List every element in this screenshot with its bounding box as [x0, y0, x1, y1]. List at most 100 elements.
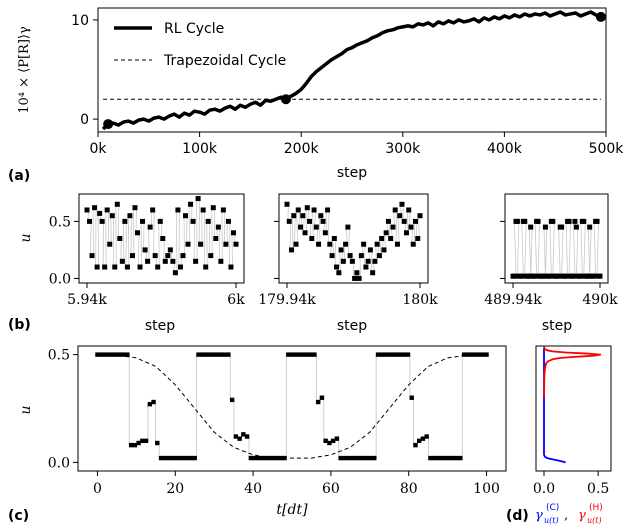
data-point	[122, 218, 128, 224]
data-point	[357, 455, 362, 461]
data-point	[195, 196, 201, 202]
data-point	[450, 455, 456, 461]
data-point	[594, 218, 600, 224]
panel-b3-plot	[510, 218, 603, 279]
data-point	[566, 218, 572, 224]
data-point	[325, 207, 331, 213]
data-point	[182, 213, 188, 219]
data-point	[203, 264, 209, 270]
x-tick-label-3: 60	[322, 481, 340, 497]
data-point	[424, 434, 429, 439]
panel-b-ylabel: u	[18, 233, 34, 242]
data-point	[147, 401, 153, 407]
data-point	[298, 224, 304, 230]
data-point	[213, 236, 219, 241]
data-point	[128, 442, 134, 448]
connector	[415, 221, 418, 239]
data-point	[185, 455, 190, 461]
data-point	[345, 224, 351, 230]
connector	[545, 227, 548, 277]
panel-a-legend: RL Cycle Trapezoidal Cycle	[114, 21, 286, 69]
panel-a-x-ticks: 0k 100k 200k 300k 400k 500k	[89, 132, 624, 157]
data-point	[338, 455, 343, 461]
data-point	[244, 434, 250, 439]
x-tick-label-5: 100	[473, 481, 500, 497]
data-point	[439, 455, 444, 461]
data-point	[535, 218, 541, 224]
connector	[318, 215, 321, 245]
panel-d-xlabel: γ u(t) (C) , γ u(t) (H)	[535, 503, 603, 525]
connector	[375, 244, 377, 262]
connector	[303, 215, 305, 233]
data-point	[304, 352, 310, 357]
data-point	[297, 352, 302, 357]
data-point	[205, 218, 211, 224]
x-tick-label-4: 80	[400, 481, 418, 497]
x-tick-label: 490k	[582, 292, 618, 308]
data-point	[193, 258, 199, 264]
data-point	[587, 224, 593, 230]
data-point	[304, 205, 310, 211]
series-cold	[543, 348, 566, 464]
data-point	[207, 352, 212, 357]
connector	[543, 227, 546, 277]
data-point	[210, 205, 216, 211]
data-point	[412, 218, 418, 224]
x-tick-label: 5.94k	[67, 292, 107, 308]
data-point	[319, 395, 325, 400]
data-point	[286, 352, 291, 357]
connector	[325, 209, 328, 233]
data-point	[365, 258, 371, 264]
data-point	[177, 264, 183, 270]
data-point	[152, 253, 158, 259]
data-point	[92, 205, 98, 211]
connector	[596, 221, 599, 277]
panel-a-label: (a)	[8, 168, 30, 184]
panel-a-xlabel: step	[337, 165, 367, 181]
data-point	[336, 270, 342, 276]
data-point	[220, 207, 226, 213]
data-point	[162, 455, 167, 461]
panel-d-xlabel-sup-c: (C)	[546, 503, 559, 513]
connector	[327, 209, 330, 245]
connector	[516, 221, 520, 277]
connector	[534, 221, 538, 277]
connector	[528, 227, 532, 277]
data-point	[151, 399, 156, 405]
data-point	[417, 438, 422, 444]
panel-b1-frame	[78, 193, 245, 284]
panel-d-x-ticks: 0.0 0.5	[533, 471, 609, 497]
connector	[568, 221, 571, 277]
data-point	[142, 247, 148, 253]
data-point	[196, 352, 201, 357]
y-tick-label-0: 0.0	[48, 455, 70, 471]
data-point	[302, 230, 308, 236]
panel-d-label: (d)	[506, 508, 529, 524]
data-point	[94, 264, 100, 270]
panel-c-xlabel: t[dt]	[276, 502, 308, 518]
data-point	[293, 352, 298, 357]
data-point	[259, 455, 265, 461]
data-point	[361, 241, 367, 247]
panel-a-frame	[97, 7, 607, 133]
data-point	[113, 352, 119, 357]
data-point	[406, 207, 412, 213]
data-point	[136, 440, 141, 446]
data-point	[390, 224, 396, 230]
connector	[348, 227, 350, 256]
data-point	[127, 213, 133, 219]
connector	[565, 221, 568, 277]
data-point	[301, 352, 306, 357]
connector	[379, 238, 382, 256]
data-point	[446, 455, 452, 461]
data-point	[405, 352, 411, 357]
data-point	[511, 273, 517, 279]
connector	[316, 227, 319, 245]
legend-label-trapezoidal: Trapezoidal Cycle	[163, 53, 286, 69]
connector	[309, 221, 312, 239]
data-point	[372, 455, 377, 461]
data-point	[347, 253, 353, 259]
data-point	[318, 213, 324, 219]
x-tick-label-1: 20	[166, 481, 184, 497]
data-point	[383, 352, 388, 357]
